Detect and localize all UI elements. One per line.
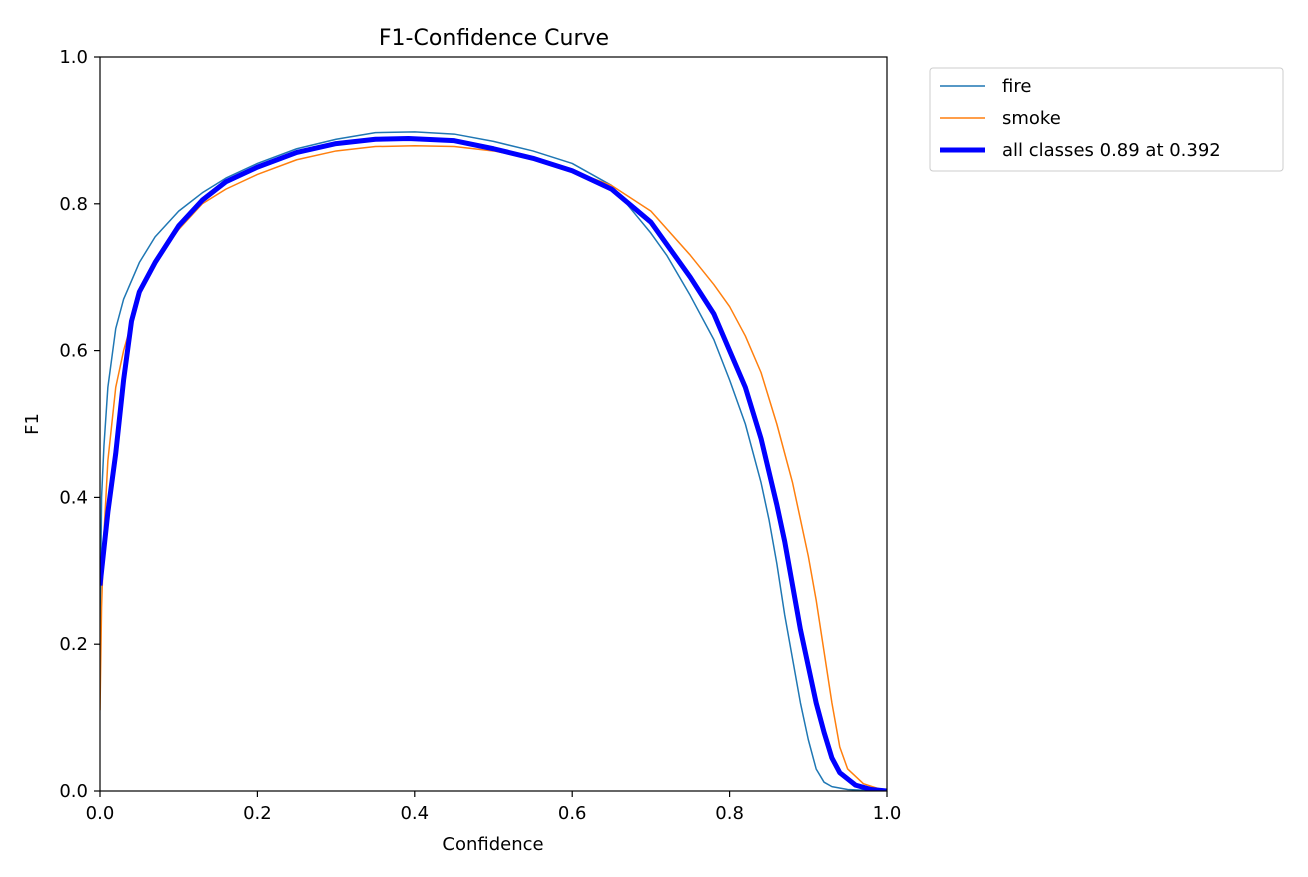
y-tick-label: 1.0 bbox=[59, 47, 88, 68]
y-tick-label: 0.6 bbox=[59, 341, 88, 362]
y-axis-label: F1 bbox=[22, 413, 43, 435]
legend-box bbox=[929, 67, 1284, 172]
x-tick-label: 0.6 bbox=[558, 803, 587, 824]
legend-label-fire: fire bbox=[1002, 76, 1031, 97]
y-tick-label: 0.4 bbox=[59, 487, 88, 508]
x-tick-label: 0.0 bbox=[86, 803, 115, 824]
plot-frame bbox=[99, 56, 888, 792]
x-tick-label: 1.0 bbox=[873, 803, 902, 824]
x-axis-label: Confidence bbox=[442, 834, 543, 855]
y-tick-label: 0.2 bbox=[59, 634, 88, 655]
series-line-fire bbox=[100, 131, 887, 791]
y-tick-label: 0.8 bbox=[59, 194, 88, 215]
legend-label-smoke: smoke bbox=[1002, 108, 1061, 129]
legend: fire smoke all classes 0.89 at 0.392 bbox=[929, 67, 1284, 172]
chart-title: F1-Confidence Curve bbox=[379, 26, 609, 51]
series-layer bbox=[100, 131, 887, 791]
x-tick-label: 0.2 bbox=[243, 803, 272, 824]
y-axis-ticks: 0.0 0.2 0.4 0.6 0.8 1.0 bbox=[59, 47, 100, 802]
y-tick-label: 0.0 bbox=[59, 781, 88, 802]
x-axis-ticks: 0.0 0.2 0.4 0.6 0.8 1.0 bbox=[86, 791, 902, 824]
legend-label-all-classes: all classes 0.89 at 0.392 bbox=[1002, 140, 1221, 161]
x-tick-label: 0.8 bbox=[715, 803, 744, 824]
series-line-all-classes bbox=[100, 135, 887, 791]
x-tick-label: 0.4 bbox=[400, 803, 429, 824]
